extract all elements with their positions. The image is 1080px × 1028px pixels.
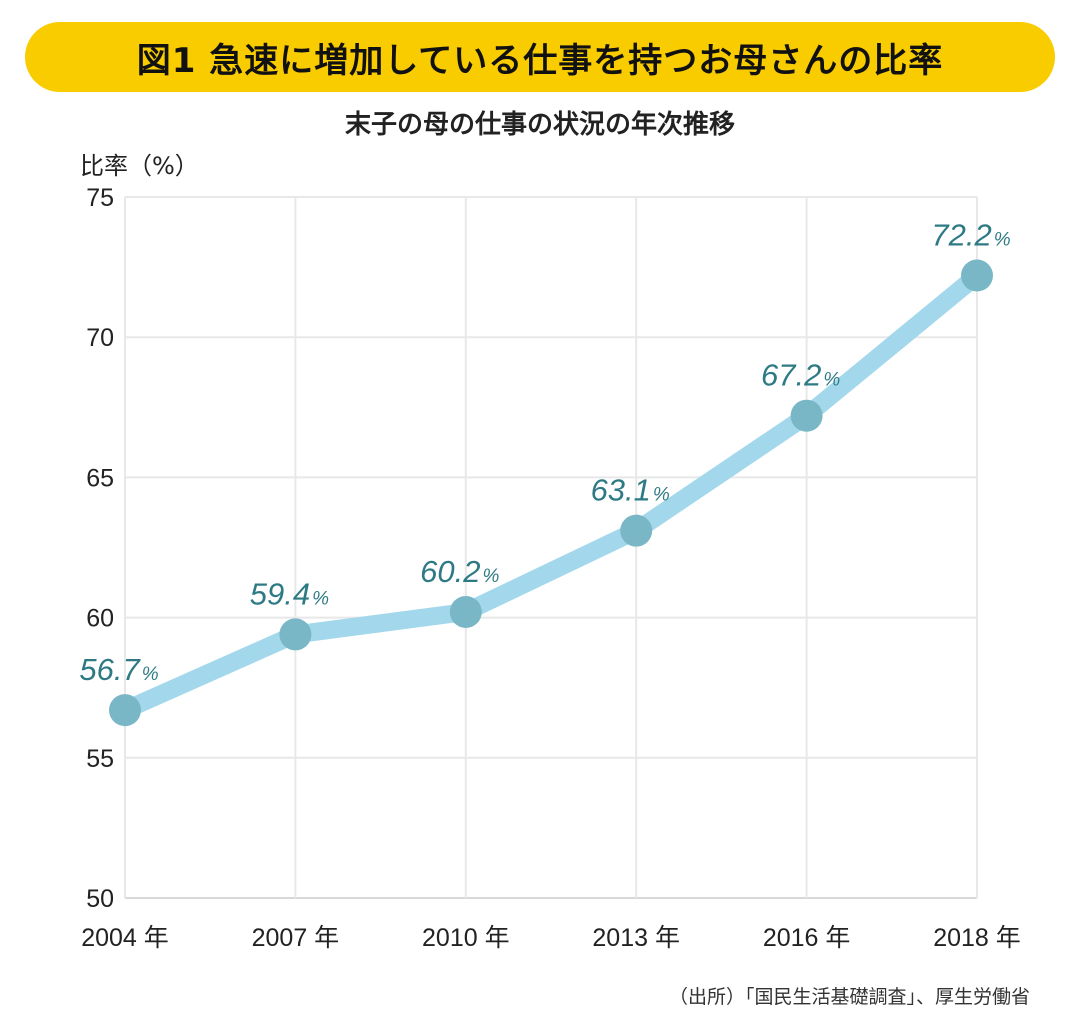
y-tick-label: 60 [86,605,114,633]
series-line [116,266,986,720]
data-point [279,618,312,651]
x-tick-label: 2018 年 [933,924,1021,952]
y-tick-label: 50 [86,885,114,913]
x-tick-label: 2016 年 [763,924,851,952]
y-axis-label: 比率（%） [80,152,199,180]
data-label: 56.7% [79,652,158,687]
data-label: 59.4% [250,576,329,611]
data-point [109,694,141,727]
data-label: 67.2% [761,358,840,393]
x-tick-label: 2013 年 [592,924,680,952]
x-tick-label: 2010 年 [422,924,510,952]
title-banner: 図1 急速に増加している仕事を持つお母さんの比率 [25,22,1055,92]
y-tick-label: 75 [86,184,114,212]
data-label: 63.1% [591,473,670,508]
chart-title: 図1 急速に増加している仕事を持つお母さんの比率 [136,40,944,81]
data-point [961,259,993,292]
data-label: 72.2% [931,218,1010,253]
x-tick-label: 2004 年 [81,924,169,952]
x-tick-label: 2007 年 [252,924,340,952]
source-note: （出所）「国民生活基礎調査」、厚生労働省 [668,986,1030,1008]
data-point [620,514,653,547]
y-tick-label: 70 [86,324,114,352]
y-tick-label: 65 [86,464,114,492]
data-label: 60.2% [420,554,499,589]
chart-subtitle: 末子の母の仕事の状況の年次推移 [344,110,735,140]
data-point [449,595,482,628]
y-tick-label: 55 [86,745,114,773]
data-point [790,399,823,432]
